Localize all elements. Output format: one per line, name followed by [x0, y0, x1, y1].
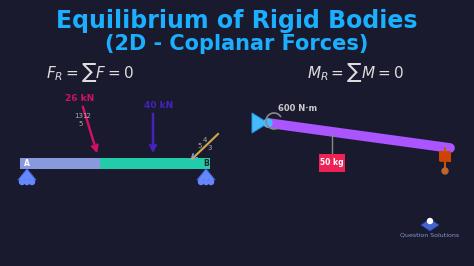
Bar — [319, 154, 345, 172]
Text: A: A — [24, 159, 30, 168]
Text: 50 kg: 50 kg — [320, 158, 344, 167]
Text: 600 N·m: 600 N·m — [278, 104, 317, 113]
Bar — [20, 158, 100, 169]
Bar — [100, 158, 210, 169]
Circle shape — [25, 180, 29, 185]
Text: 3: 3 — [207, 145, 211, 151]
Polygon shape — [421, 219, 439, 231]
Circle shape — [19, 180, 25, 185]
Text: 40 kN: 40 kN — [144, 101, 173, 110]
Text: 5: 5 — [78, 121, 82, 127]
Circle shape — [209, 180, 213, 185]
Text: $F_R = \sum F = 0$: $F_R = \sum F = 0$ — [46, 61, 134, 85]
Polygon shape — [252, 113, 268, 133]
Circle shape — [29, 180, 35, 185]
Text: 5: 5 — [197, 143, 201, 149]
Text: 13: 13 — [74, 113, 83, 119]
Circle shape — [199, 180, 203, 185]
Text: 26 kN: 26 kN — [65, 94, 94, 103]
Polygon shape — [197, 169, 215, 180]
Polygon shape — [18, 169, 36, 180]
Circle shape — [428, 218, 432, 223]
Text: $M_R = \sum M = 0$: $M_R = \sum M = 0$ — [307, 61, 403, 85]
Text: Question Solutions: Question Solutions — [401, 232, 460, 238]
Circle shape — [442, 168, 448, 174]
Text: 4: 4 — [203, 137, 207, 143]
Text: Equilibrium of Rigid Bodies: Equilibrium of Rigid Bodies — [56, 9, 418, 33]
Text: (2D - Coplanar Forces): (2D - Coplanar Forces) — [105, 34, 369, 54]
Circle shape — [264, 119, 272, 127]
Text: B: B — [203, 159, 209, 168]
Text: 12: 12 — [82, 113, 91, 119]
Circle shape — [203, 180, 209, 185]
